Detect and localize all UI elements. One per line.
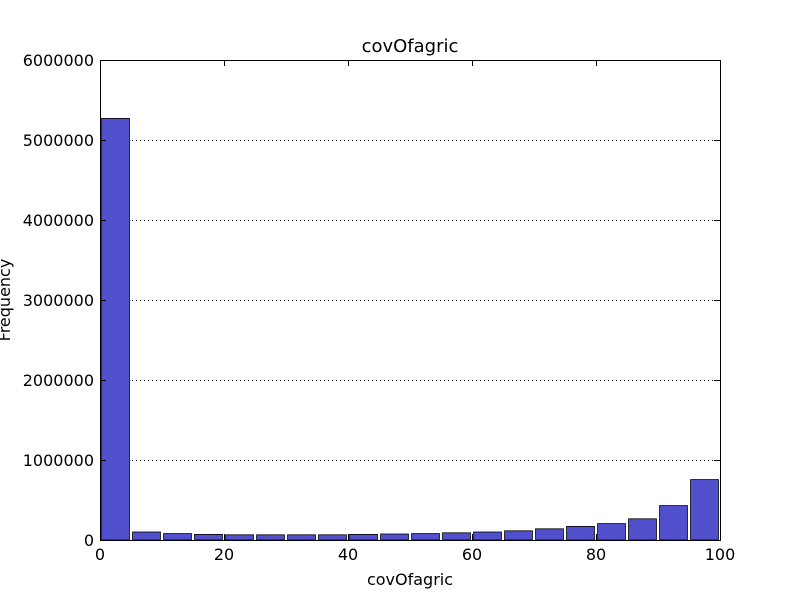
y-tick-label-1: 1000000 (23, 451, 94, 470)
x-tick-label-3: 60 (462, 545, 482, 564)
histogram-bar-1 (132, 531, 161, 541)
histogram-bar-15 (566, 526, 595, 541)
histogram-bar-6 (287, 534, 316, 541)
grid-lines (100, 140, 720, 461)
histogram-bar-14 (535, 528, 564, 541)
x-tick-label-1: 20 (214, 545, 234, 564)
histogram-bar-8 (349, 534, 378, 541)
plot-frame (100, 60, 721, 541)
x-tick-label-0: 0 (95, 545, 105, 564)
y-tick-labels: 0 1000000 2000000 3000000 4000000 5000000 6000… (23, 51, 94, 550)
chart-title: covOfagric (362, 36, 459, 57)
x-axis-label: covOfagric (367, 570, 453, 589)
histogram-bar-2 (163, 533, 192, 541)
x-tick-label-2: 40 (338, 545, 358, 564)
x-tick-label-5: 100 (705, 545, 736, 564)
histogram-bar-0 (101, 118, 130, 541)
histogram-bar-9 (380, 533, 409, 541)
y-tick-label-6: 6000000 (23, 51, 94, 70)
ticks (100, 60, 721, 541)
x-tick-label-4: 80 (586, 545, 606, 564)
histogram-bar-17 (628, 518, 657, 541)
histogram-bar-7 (318, 534, 347, 541)
y-axis-label: Frequency (0, 259, 14, 342)
histogram-bar-16 (597, 523, 626, 541)
histogram-bar-13 (504, 530, 533, 541)
y-tick-label-2: 2000000 (23, 371, 94, 390)
x-tick-labels: 0 20 40 60 80 100 (95, 545, 735, 564)
histogram-bar-11 (442, 532, 471, 541)
histogram-bar-3 (194, 534, 223, 541)
histogram-bar-18 (659, 505, 688, 541)
bars (101, 118, 719, 541)
histogram-bar-4 (225, 534, 254, 541)
histogram-bar-19 (690, 479, 719, 541)
y-tick-label-5: 5000000 (23, 131, 94, 150)
y-tick-label-0: 0 (84, 531, 94, 550)
histogram-bar-12 (473, 531, 502, 541)
y-tick-label-4: 4000000 (23, 211, 94, 230)
histogram-bar-10 (411, 533, 440, 541)
y-tick-label-3: 3000000 (23, 291, 94, 310)
histogram-bar-5 (256, 534, 285, 541)
